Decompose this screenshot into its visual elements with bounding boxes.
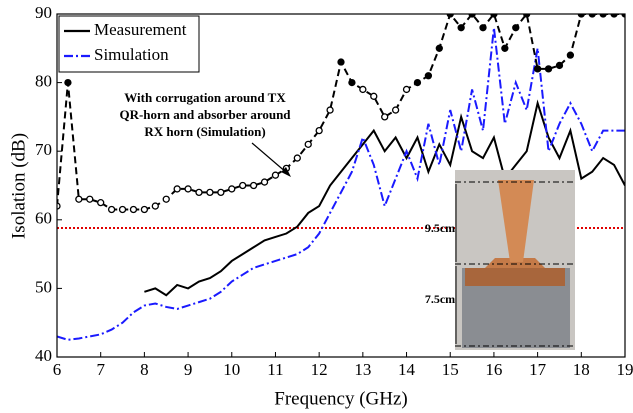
annotation-line: RX horn (Simulation): [144, 124, 265, 139]
point-marker: [555, 61, 564, 70]
point-marker: [162, 195, 170, 203]
x-tick-label: 7: [96, 360, 105, 379]
x-tick-label: 13: [354, 360, 371, 379]
point-marker: [129, 205, 138, 214]
x-tick-label: 12: [311, 360, 328, 379]
point-marker: [86, 195, 94, 203]
x-tick-label: 8: [140, 360, 149, 379]
x-tick-label: 11: [267, 360, 283, 379]
point-marker: [501, 44, 509, 52]
point-marker: [140, 205, 149, 214]
y-tick-label: 90: [35, 3, 52, 22]
series-line: [57, 27, 625, 341]
point-marker: [490, 14, 498, 18]
point-marker: [206, 188, 214, 197]
point-marker: [75, 195, 83, 203]
x-tick-label: 6: [53, 360, 62, 379]
point-marker: [271, 171, 280, 179]
point-marker: [544, 65, 553, 73]
point-marker: [370, 92, 378, 100]
point-marker: [435, 44, 443, 52]
point-marker: [184, 185, 192, 193]
point-marker: [479, 24, 487, 32]
point-marker: [304, 140, 312, 148]
point-marker: [610, 14, 618, 18]
x-tick-label: 19: [617, 360, 633, 379]
point-marker: [97, 198, 105, 207]
y-axis-label: Isolation (dB): [8, 133, 29, 239]
point-marker: [64, 78, 72, 87]
point-marker: [326, 106, 334, 114]
y-tick-label: 70: [35, 140, 52, 159]
point-marker: [315, 126, 323, 135]
point-marker: [391, 106, 400, 114]
legend-text: Measurement: [94, 20, 187, 39]
annotation-line: With corrugation around TX: [124, 90, 286, 105]
legend: Measurement Simulation: [58, 15, 200, 73]
point-marker: [588, 14, 596, 18]
point-marker: [239, 181, 247, 190]
point-marker: [118, 205, 127, 214]
point-marker: [151, 202, 159, 210]
point-marker: [402, 85, 411, 94]
x-tick-label: 9: [184, 360, 193, 379]
point-marker: [228, 185, 236, 193]
point-marker: [359, 85, 367, 94]
point-marker: [107, 205, 116, 214]
point-marker: [566, 51, 575, 59]
point-marker: [348, 78, 356, 87]
point-marker: [468, 14, 476, 18]
point-marker: [381, 113, 389, 121]
x-tick-label: 18: [573, 360, 590, 379]
point-marker: [533, 65, 542, 73]
x-tick-label: 14: [398, 360, 416, 379]
legend-text: Simulation: [94, 45, 169, 64]
point-marker: [457, 24, 465, 32]
x-tick-label: 17: [529, 360, 547, 379]
point-marker: [293, 154, 301, 162]
point-marker: [217, 188, 225, 197]
inset-photo: [455, 170, 575, 350]
point-marker: [413, 78, 422, 87]
annotation-line: QR-horn and absorber around: [119, 107, 291, 122]
point-marker: [249, 181, 258, 190]
point-marker: [424, 72, 433, 80]
x-tick-label: 10: [223, 360, 240, 379]
x-axis-label: Frequency (GHz): [274, 388, 407, 409]
inset-label: 9.5cm: [425, 221, 455, 235]
point-marker: [599, 14, 607, 18]
point-marker: [523, 14, 531, 18]
point-marker: [446, 14, 454, 18]
point-marker: [337, 58, 345, 66]
y-tick-label: 40: [35, 346, 52, 365]
y-tick-label: 60: [35, 209, 52, 228]
point-marker: [577, 14, 585, 18]
point-marker: [57, 202, 61, 210]
inset-label: 7.5cm: [425, 292, 455, 306]
y-tick-label: 50: [35, 277, 52, 296]
annotation: With corrugation around TX QR-horn and a…: [119, 90, 291, 177]
point-marker: [260, 178, 269, 186]
point-marker: [512, 24, 520, 32]
point-marker: [621, 14, 625, 18]
plot-frame: [56, 13, 626, 358]
y-tick-label: 80: [35, 72, 52, 91]
point-marker: [195, 188, 203, 197]
x-tick-label: 16: [485, 360, 502, 379]
point-marker: [173, 185, 181, 193]
x-tick-label: 15: [442, 360, 459, 379]
